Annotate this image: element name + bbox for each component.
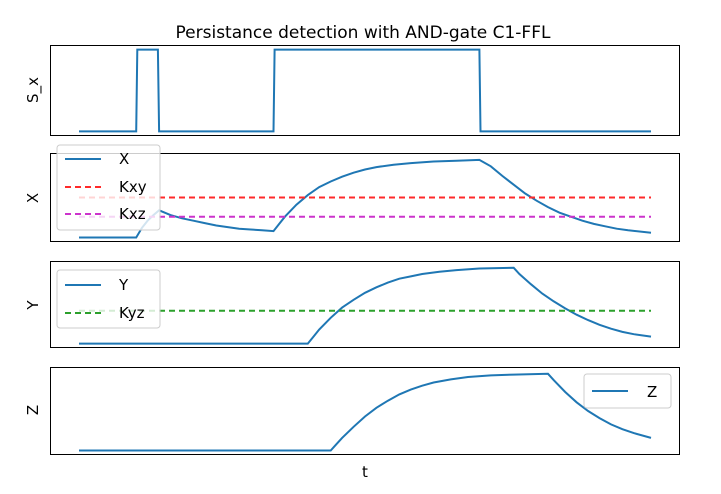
panel-y-curves <box>79 266 652 345</box>
series-line-x-x <box>79 158 652 239</box>
series-line-sx-0 <box>79 48 651 133</box>
panel-x: X X Kxy Kxz <box>24 144 680 242</box>
panel-z-ylabel: Z <box>24 405 42 415</box>
panel-y-legend-box <box>56 269 161 329</box>
panel-sx-ylabel: S_x <box>24 77 43 103</box>
series-line-y-y <box>79 266 652 345</box>
series-line-z-z <box>79 372 652 452</box>
panel-y: Y Y Kyz <box>24 261 680 348</box>
panel-x-legend-box <box>56 144 161 231</box>
panel-x-ylabel: X <box>24 193 42 203</box>
x-axis-label: t <box>362 463 368 481</box>
panel-x-legend: X Kxy Kxz <box>56 144 161 231</box>
legend-label-kxz: Kxz <box>119 205 146 223</box>
chart-title: Persistance detection with AND-gate C1-F… <box>176 23 551 43</box>
panel-y-frame <box>50 261 680 348</box>
panel-y-legend: Y Kyz <box>56 269 161 329</box>
panel-z-frame <box>50 367 680 455</box>
legend-label-kxy: Kxy <box>119 178 147 196</box>
legend-label-y: Y <box>118 276 129 294</box>
legend-label-z: Z <box>647 383 657 401</box>
panel-z: Z Z <box>24 367 680 455</box>
panel-sx-frame <box>50 45 680 136</box>
panel-z-curves <box>79 372 652 452</box>
legend-label-x: X <box>119 150 129 168</box>
panel-y-ylabel: Y <box>24 300 42 311</box>
panel-x-frame <box>50 153 680 242</box>
panel-sx: S_x <box>24 45 680 136</box>
panel-z-legend: Z <box>583 373 672 409</box>
legend-label-kyz: Kyz <box>119 304 145 322</box>
panel-x-curves <box>79 158 652 239</box>
panel-sx-curves <box>79 48 651 133</box>
